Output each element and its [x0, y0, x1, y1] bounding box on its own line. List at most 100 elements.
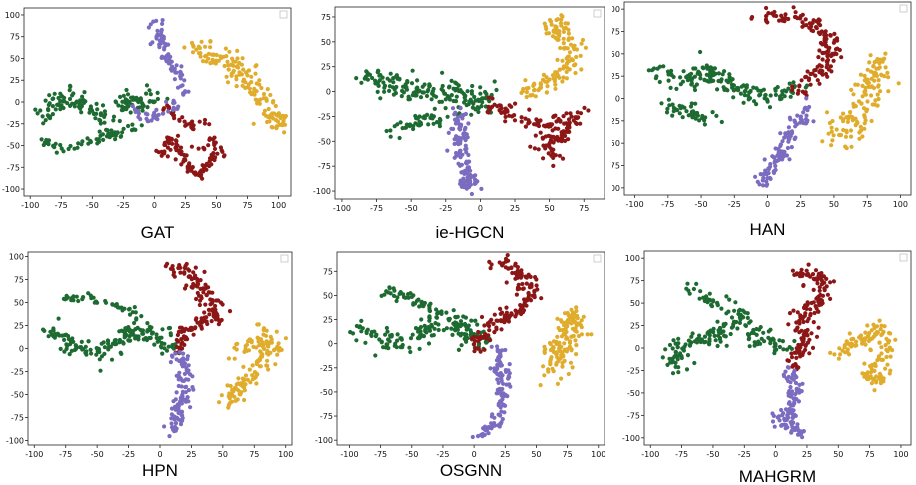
data-point-class-gold [559, 376, 564, 381]
data-point-class-gold [233, 59, 238, 64]
data-point-class-green [432, 326, 437, 331]
data-point-class-green-b [72, 146, 77, 151]
data-point-class-gold [266, 367, 271, 372]
data-point-class-gold [876, 84, 881, 89]
data-point-class-red [527, 120, 532, 125]
data-point-class-green [97, 357, 102, 362]
data-point-class-purple [499, 376, 504, 381]
y-tick-label: -100 [622, 434, 640, 443]
data-point-class-green [67, 88, 72, 93]
data-point-class-gold [868, 84, 873, 90]
y-tick-label: 25 [612, 72, 620, 81]
data-point-class-green [68, 84, 73, 89]
data-point-class-red [487, 328, 492, 333]
x-tick-label: -75 [675, 450, 688, 459]
x-tick-label: 0 [773, 450, 778, 459]
x-tick-label: -100 [21, 201, 39, 210]
data-point-class-red [794, 346, 799, 351]
data-point-class-gold [565, 347, 570, 352]
data-point-class-green [736, 88, 741, 93]
data-point-class-green-b [133, 310, 138, 315]
data-point-class-red [217, 319, 223, 324]
y-tick-label: 75 [612, 27, 620, 36]
data-point-class-red [504, 280, 509, 285]
data-point-class-green [484, 340, 489, 345]
data-point-class-green [50, 104, 56, 109]
data-point-class-green-b [127, 312, 133, 317]
data-point-class-red [178, 270, 183, 275]
y-tick-label: 0 [15, 98, 20, 107]
data-point-class-purple [766, 166, 771, 171]
data-point-class-purple [148, 22, 153, 27]
x-tick-label: 25 [500, 450, 510, 459]
data-point-class-gold [247, 367, 252, 372]
data-point-class-red [797, 318, 802, 323]
legend-box [899, 253, 908, 262]
data-point-class-green [382, 89, 387, 94]
data-point-class-gold [565, 59, 570, 64]
data-point-class-green [363, 340, 368, 345]
data-point-class-green [707, 341, 712, 346]
data-point-class-green-b [695, 110, 700, 116]
data-point-class-purple [151, 115, 156, 120]
data-point-class-gold [270, 111, 275, 116]
data-point-class-green [494, 87, 499, 93]
data-point-class-gold [572, 311, 577, 316]
data-point-class-green [50, 112, 56, 117]
data-point-class-purple [753, 174, 758, 179]
data-point-class-green-b [97, 129, 102, 134]
data-point-class-green [408, 349, 413, 355]
data-point-class-red-b [166, 106, 171, 111]
data-point-class-purple [765, 176, 770, 181]
data-point-class-green [354, 76, 359, 81]
data-point-class-green [387, 84, 392, 89]
data-point-class-purple [466, 121, 471, 126]
data-point-class-green [731, 83, 736, 88]
data-point-class-red [498, 311, 503, 316]
data-point-class-green [758, 341, 763, 346]
data-point-class-green [744, 85, 749, 90]
data-point-class-green [708, 73, 713, 78]
data-point-class-green [395, 332, 400, 337]
data-point-class-red [209, 156, 214, 161]
data-point-class-gold [846, 352, 852, 357]
data-point-class-gold [547, 77, 552, 82]
data-point-class-green-b [395, 295, 400, 300]
data-point-class-green [711, 78, 716, 83]
data-point-class-red [517, 286, 522, 291]
data-point-class-gold [234, 77, 239, 82]
data-point-class-green-b [702, 122, 707, 127]
data-point-class-green [88, 347, 93, 352]
data-point-class-green [121, 93, 126, 98]
data-point-class-gold [872, 325, 877, 331]
data-point-class-red [817, 31, 823, 37]
data-point-class-red [184, 261, 189, 267]
data-point-class-purple [464, 132, 469, 137]
data-point-class-gold [829, 143, 834, 148]
data-point-class-purple [495, 387, 500, 392]
data-point-class-red [160, 150, 165, 156]
data-point-class-green [746, 97, 751, 102]
data-point-class-red-b [185, 122, 190, 127]
data-point-class-purple [460, 113, 465, 118]
y-tick-label: 50 [10, 54, 20, 63]
data-point-class-red [822, 288, 827, 293]
data-point-class-green [33, 107, 38, 112]
data-point-class-purple [452, 155, 457, 160]
data-point-class-green [767, 105, 773, 110]
data-point-class-red [837, 47, 842, 53]
data-point-class-red [790, 88, 795, 93]
y-tick-label: 50 [321, 38, 331, 47]
data-point-class-green-b [121, 126, 126, 131]
data-point-class-gold [232, 356, 237, 361]
data-point-class-purple [460, 116, 465, 121]
data-point-class-green-b [411, 293, 416, 298]
data-point-class-red [519, 271, 524, 276]
data-point-class-red [206, 143, 211, 148]
data-point-class-purple [132, 107, 137, 112]
data-point-class-purple [171, 105, 176, 110]
data-point-class-green [678, 351, 683, 356]
data-point-class-purple [491, 423, 496, 428]
data-point-class-gold [191, 44, 196, 49]
data-point-class-green [757, 93, 762, 98]
